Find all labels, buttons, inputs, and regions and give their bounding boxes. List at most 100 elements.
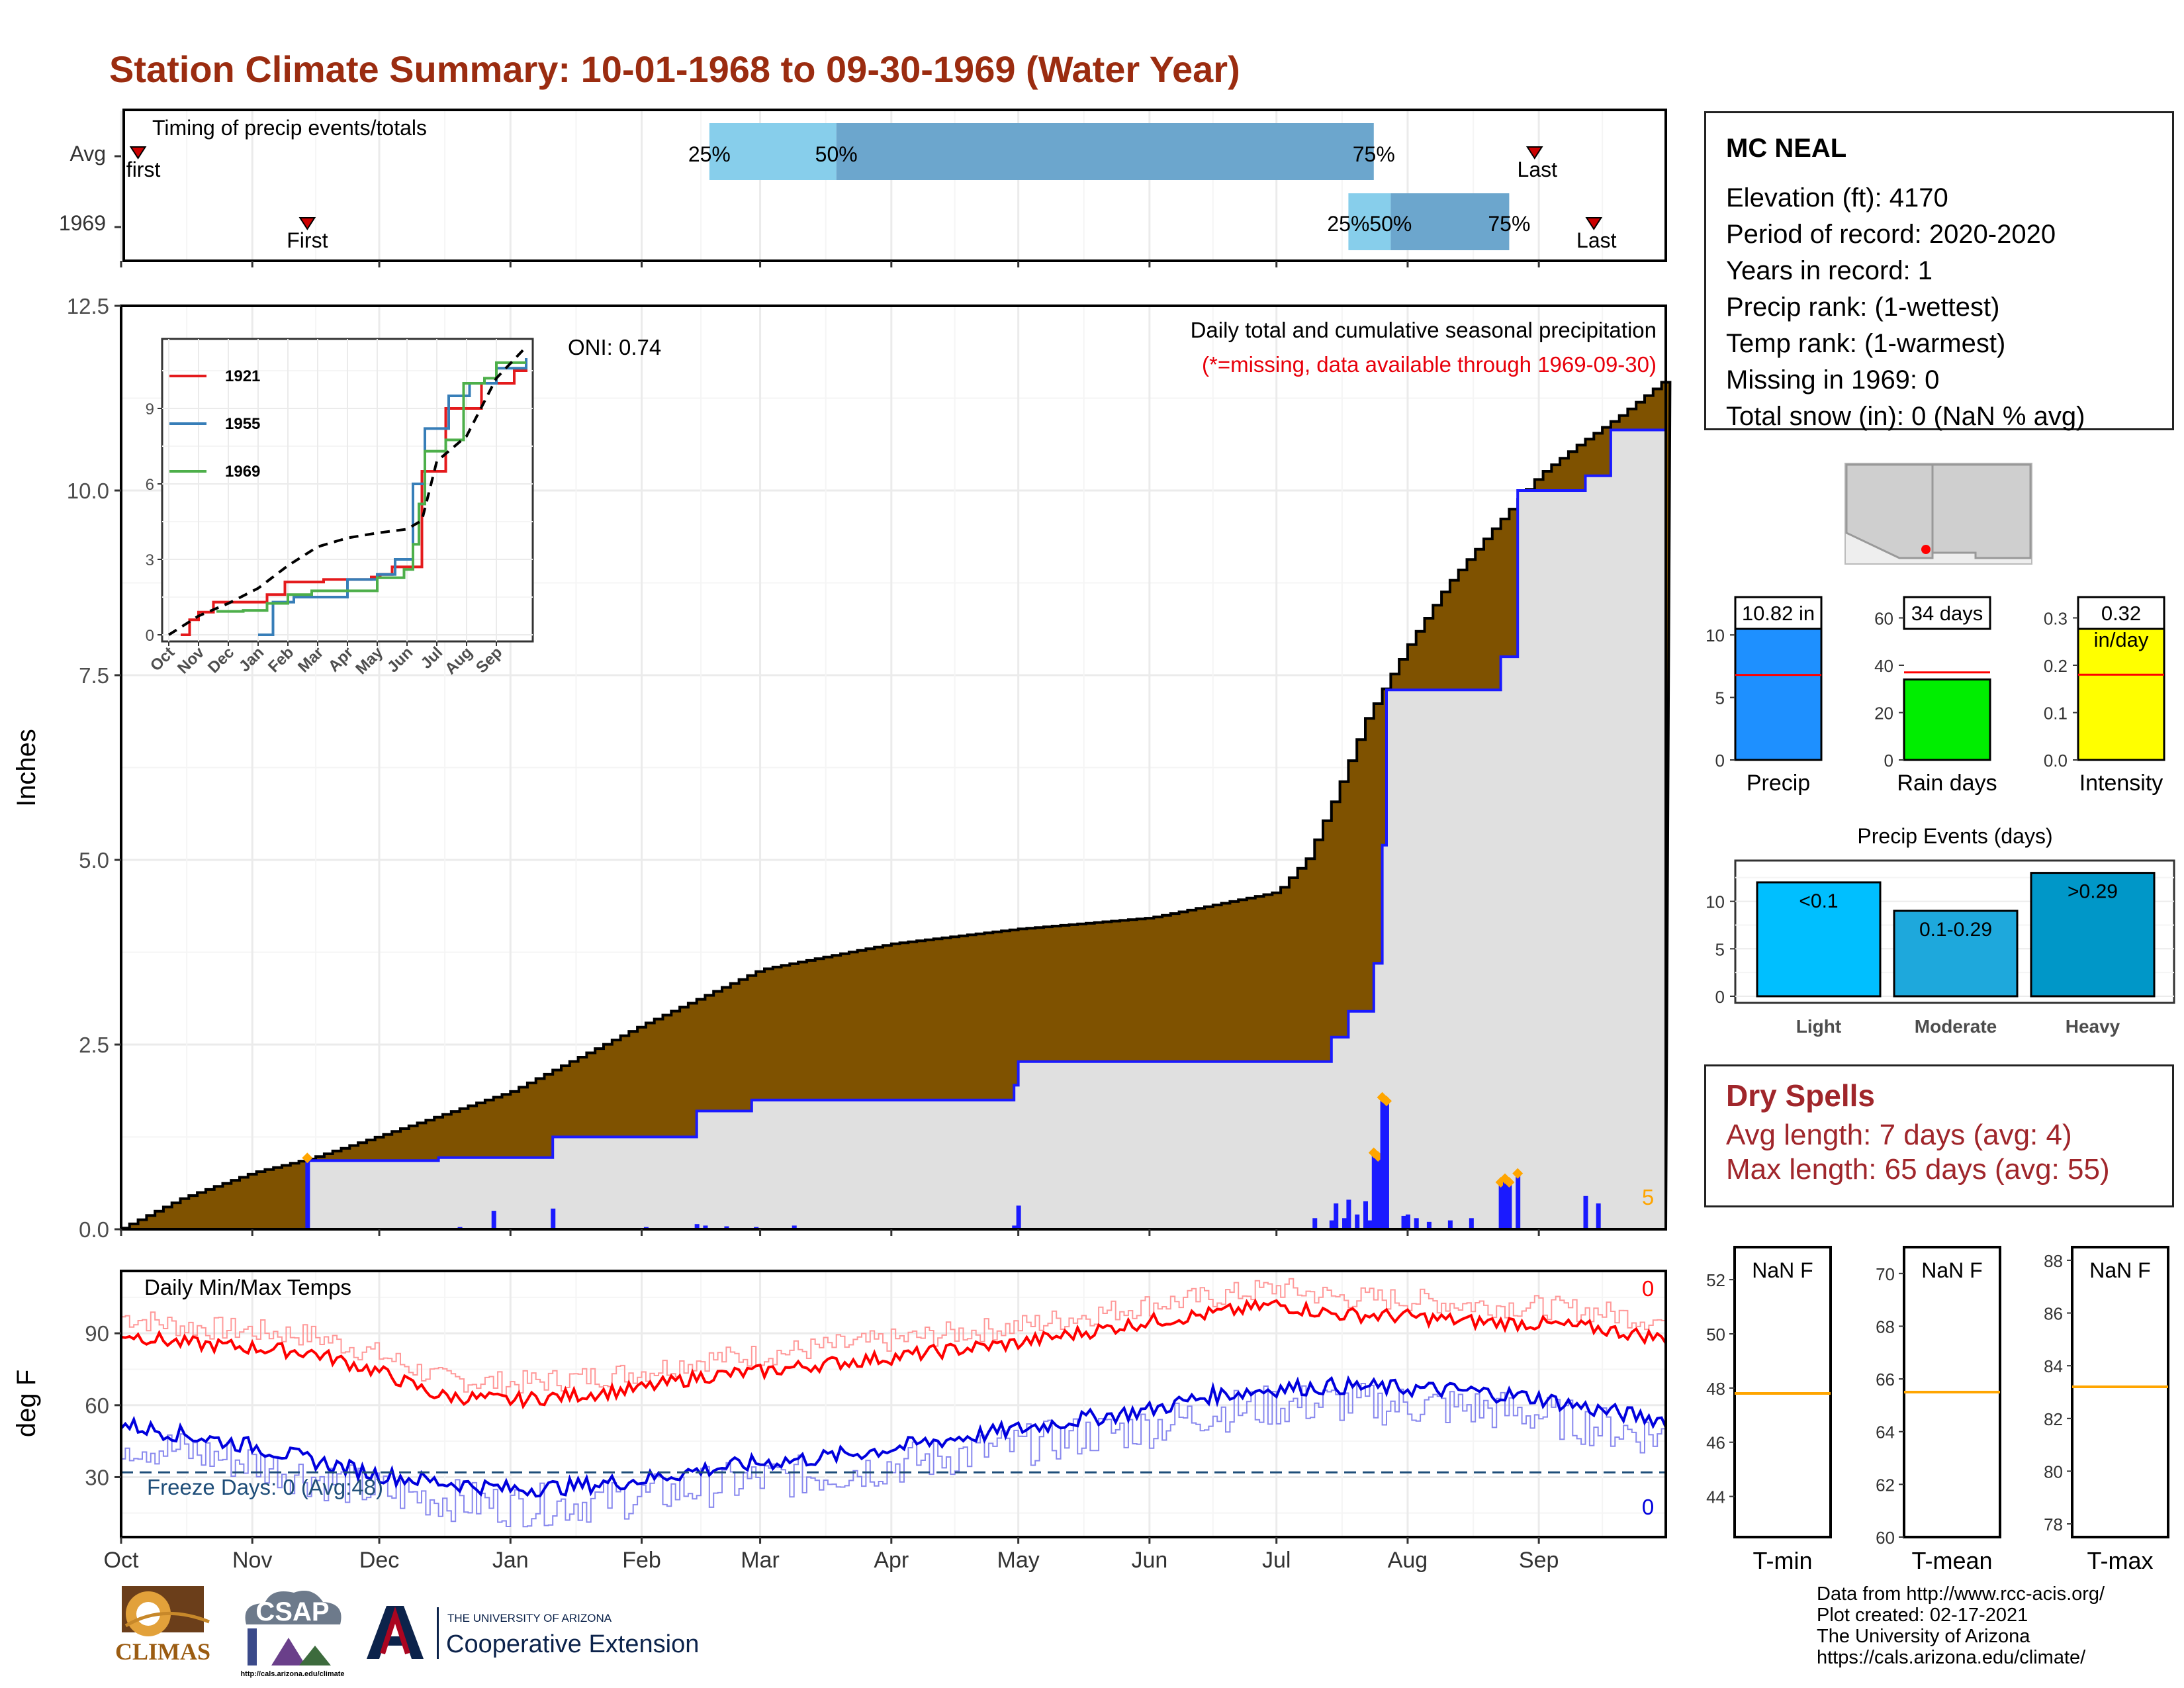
temp-box-frame	[2071, 1246, 2169, 1538]
quartile-75-label: 75%	[1353, 142, 1395, 166]
credit-plot-date: Plot created: 02-17-2021	[1817, 1605, 2028, 1626]
precip-event-bar	[1756, 881, 1882, 998]
csap-logo[interactable]: CSAP http://cals.arizona.edu/climate	[233, 1583, 352, 1679]
temp-y-axis: 30 60 90	[85, 1321, 121, 1489]
credit-data-source: Data from http://www.rcc-acis.org/	[1817, 1583, 2105, 1605]
daily-precip-bar	[491, 1211, 496, 1229]
quartile-25-label: 25%	[1327, 212, 1369, 236]
ua-logo-graphic: THE UNIVERSITY OF ARIZONA Cooperative Ex…	[367, 1606, 699, 1659]
daily-precip-bar	[305, 1160, 310, 1229]
university-of-arizona-logo[interactable]: THE UNIVERSITY OF ARIZONA Cooperative Ex…	[363, 1601, 740, 1667]
daily-precip-bar	[1334, 1203, 1339, 1229]
dry-spells-avg: Avg length: 7 days (avg: 4)	[1726, 1119, 2072, 1151]
temp-box-y-tick-label: 66	[1876, 1370, 1895, 1389]
temp-box-y-tick-label: 80	[2044, 1462, 2063, 1481]
summary-bar-1	[1903, 678, 1991, 761]
min-temp-missing: 0	[1642, 1495, 1654, 1519]
freeze-days-text: Freeze Days: 0 (Avg:48)	[147, 1475, 383, 1499]
month-x-tick-label: Aug	[1388, 1548, 1428, 1573]
temp-box-y-tick-label: 68	[1876, 1317, 1895, 1336]
temp-box-frame	[1733, 1246, 1832, 1538]
daily-max-marker	[1512, 1168, 1524, 1179]
month-x-tick-label: Mar	[741, 1548, 780, 1573]
summary-y-tick-label: 20	[1874, 703, 1893, 723]
daily-precip-bar	[703, 1225, 708, 1229]
summary-bar-value: 10.82 in	[1742, 602, 1815, 625]
daily-precip-bar	[1371, 1155, 1377, 1229]
station-name: MC NEAL	[1726, 134, 1847, 163]
temp-box-y-tick-label: 88	[2044, 1251, 2063, 1271]
precip-y-tick-label: 7.5	[79, 663, 109, 688]
precip-event-bar-text: <0.1	[1799, 890, 1838, 912]
missing-note: (*=missing, data available through 1969-…	[1202, 352, 1657, 377]
month-x-tick-label: Dec	[359, 1548, 399, 1573]
summary-y-tick-label: 0	[1715, 751, 1725, 771]
last-precip-label: Last	[1518, 158, 1558, 181]
quartile-25-label: 25%	[688, 142, 731, 166]
daily-precip-bar	[1367, 1220, 1373, 1229]
month-x-tick-label: May	[997, 1548, 1040, 1573]
precip-events-bars: <0.1 Light 0.1-0.29 Moderate >0.29 Heavy 0 5 10	[1706, 872, 2174, 1037]
daily-precip-bar	[1401, 1215, 1406, 1229]
month-x-tick-label: Apr	[874, 1548, 909, 1573]
temp-box-y-tick-label: 50	[1706, 1325, 1725, 1344]
month-x-tick-label: Oct	[104, 1548, 139, 1573]
daily-precip-bar	[551, 1208, 556, 1229]
station-period: Period of record: 2020-2020	[1726, 220, 2056, 249]
temp-y-tick-label: 90	[85, 1321, 109, 1346]
daily-max-marker	[1381, 1096, 1392, 1107]
inset-legend-label: 1921	[225, 367, 260, 385]
dry-spells-title: Dry Spells	[1726, 1078, 1875, 1113]
inset-line-1921	[181, 358, 527, 636]
precip-y-tick-label: 5.0	[79, 848, 109, 872]
map-new-mexico	[1931, 463, 2032, 559]
daily-precip-bar	[1312, 1218, 1318, 1229]
summary-bar-label: Rain days	[1897, 771, 1997, 796]
quartile-50-label: 50%	[815, 142, 858, 166]
temp-box-y-tick-label: 46	[1706, 1433, 1725, 1453]
ua-big-text: Cooperative Extension	[446, 1630, 699, 1658]
station-elevation: Elevation (ft): 4170	[1726, 183, 1948, 212]
timing-panel: Timing of precip events/totals Avg 1969 …	[59, 109, 1667, 262]
quartile-50-75-bar	[1390, 193, 1510, 250]
inset-y-tick-label: 0	[146, 627, 154, 645]
inset-lines	[167, 346, 527, 636]
month-x-tick-label: Jul	[1262, 1548, 1291, 1573]
temp-panel-label: Daily Min/Max Temps	[144, 1275, 351, 1299]
summary-y-tick-label: 60	[1874, 608, 1893, 628]
temp-box-label: T-mean	[1911, 1547, 1992, 1574]
timing-row-avg-label: Avg	[69, 142, 106, 165]
temp-box-label: T-min	[1753, 1547, 1813, 1574]
temp-box-y-tick-label: 86	[2044, 1304, 2063, 1324]
inset-y-tick-label: 6	[146, 476, 154, 494]
events-y-tick-label: 0	[1715, 987, 1725, 1007]
daily-precip-bar	[1414, 1218, 1419, 1229]
temp-lines	[120, 1278, 1667, 1528]
daily-precip-bars	[302, 1092, 1601, 1229]
oni-value: ONI: 0.74	[568, 335, 661, 359]
csap-url: http://cals.arizona.edu/climate	[240, 1670, 344, 1678]
temperature-boxes: NaN F 44 46 48 50 52 T-min NaN F 60 62 64 66 68 70 T-m…	[1706, 1246, 2169, 1574]
summary-bar-label-box	[2077, 596, 2165, 630]
climas-logo[interactable]: CLIMAS	[110, 1583, 216, 1676]
daily-max-marker	[1504, 1177, 1515, 1188]
precip-y-axis: 0.0 2.5 5.0 7.5 10.0 12.5	[67, 294, 121, 1242]
temp-box-value: NaN F	[2089, 1258, 2150, 1282]
first-precip-marker	[298, 217, 316, 230]
map-arizona	[1845, 463, 1934, 559]
daily-precip-bar	[1507, 1185, 1512, 1229]
temperature-panel: 30 60 90 Oct Nov Dec Jan Feb Mar Apr May Jun Jul Aug…	[12, 1270, 1667, 1573]
csap-logo-text: CSAP	[255, 1597, 329, 1626]
summary-y-tick-label: 0.1	[2044, 703, 2068, 723]
station-info-box: MC NEAL Elevation (ft): 4170 Period of r…	[1704, 111, 2174, 431]
month-x-tick-label: Jun	[1131, 1548, 1167, 1573]
station-location-dot	[1921, 545, 1931, 554]
quartile-25-50-bar	[1348, 193, 1391, 250]
daily-precip-bar	[792, 1225, 797, 1229]
events-y-tick-label: 5	[1715, 939, 1725, 959]
locator-map	[1844, 463, 2032, 565]
daily-precip-bar	[1346, 1199, 1351, 1229]
station-years: Years in record: 1	[1726, 256, 1933, 285]
month-x-tick-label: Jan	[492, 1548, 529, 1573]
daily-precip-bar	[1426, 1221, 1432, 1229]
